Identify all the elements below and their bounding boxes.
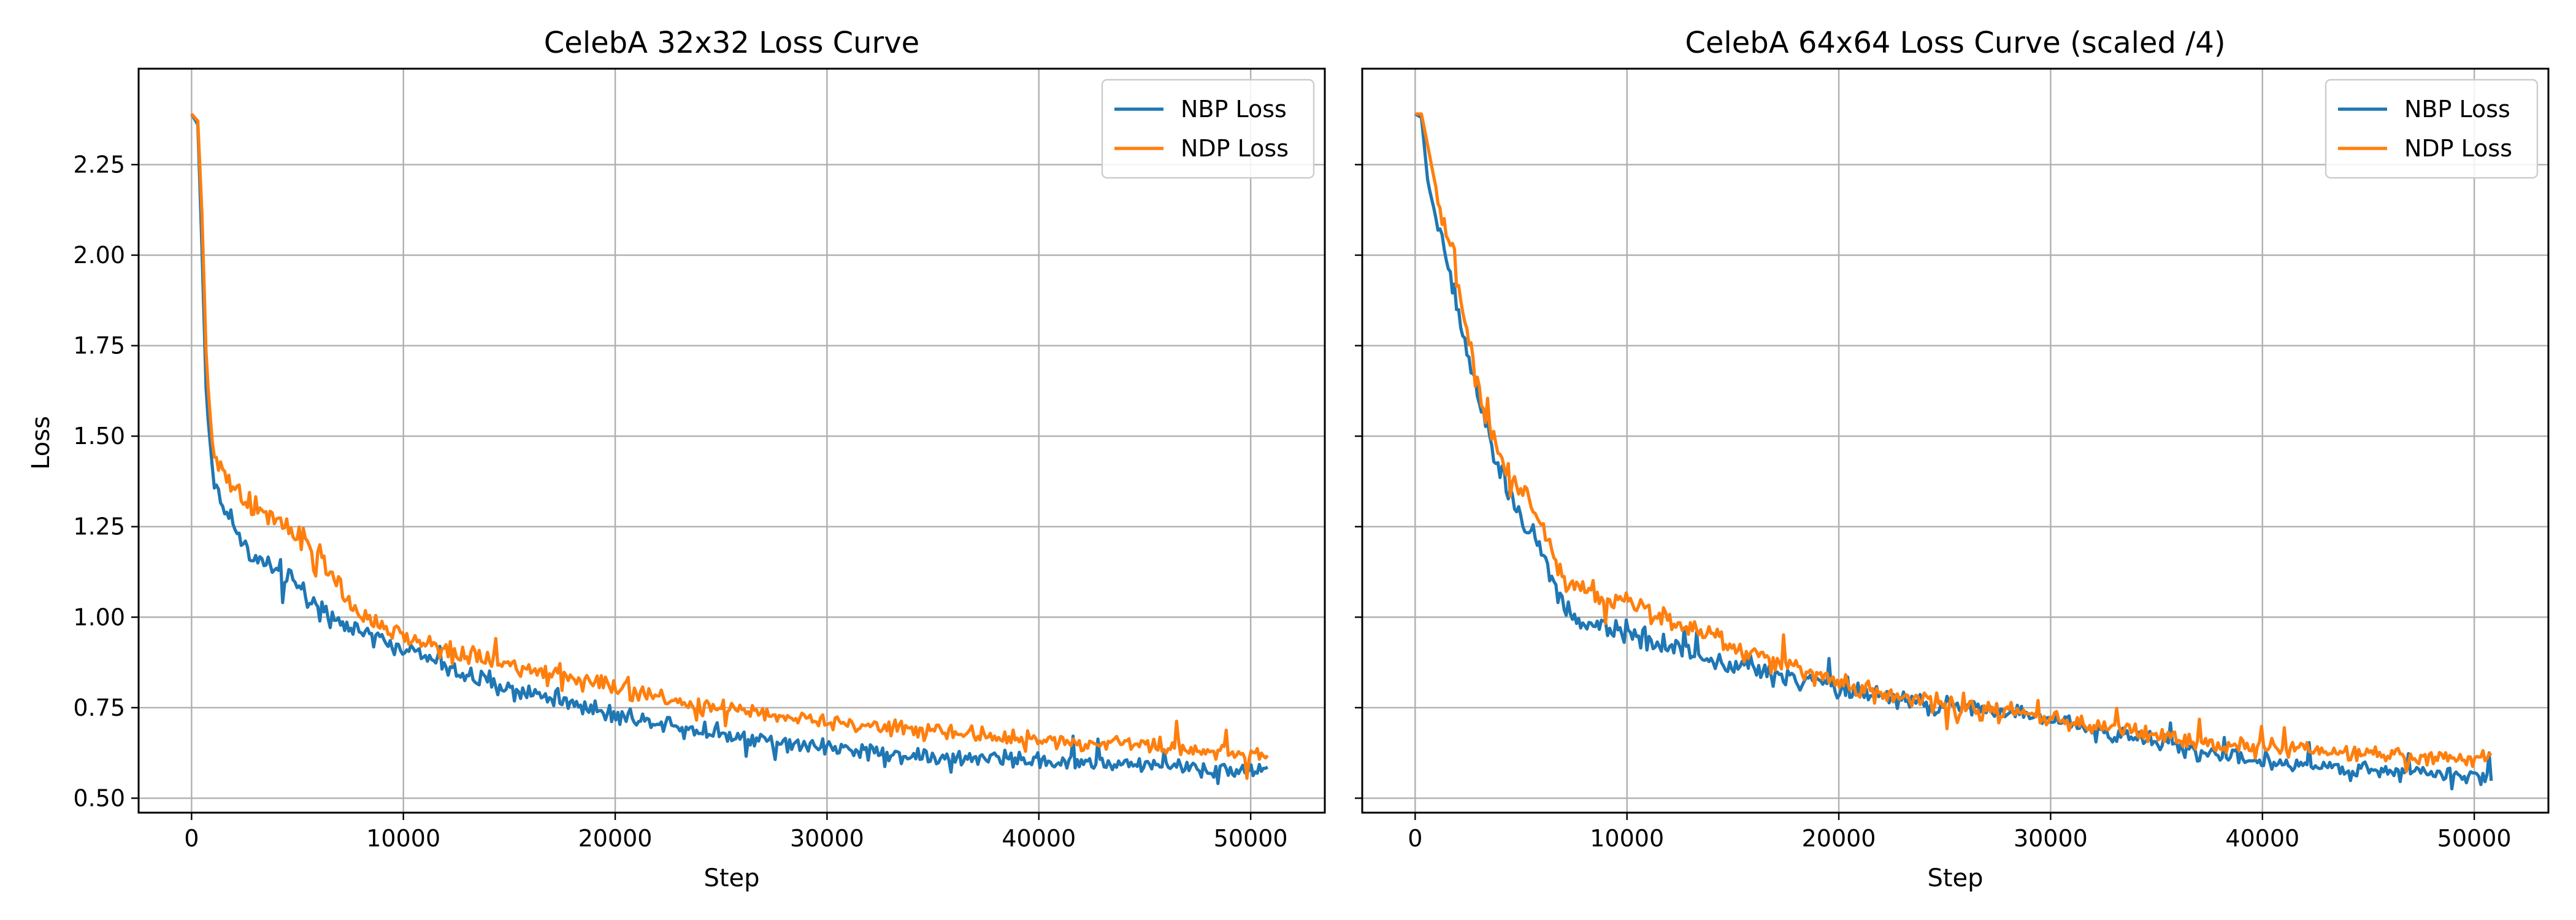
chart-panel-32x32: CelebA 32x32 Loss Curve Loss Step 0 10000… [27,26,1326,892]
x-tick-label: 50000 [2437,825,2512,852]
legend-label: NDP Loss [1181,135,1289,162]
chart-title: CelebA 64x64 Loss Curve (scaled /4) [1685,26,2225,60]
plot-frame [137,67,1326,814]
x-tick-label: 40000 [1002,825,1076,852]
y-tick-label: 1.50 [73,423,125,450]
legend-label: NBP Loss [2404,96,2510,123]
y-tick-label: 2.00 [73,242,125,269]
y-tick-label: 0.50 [73,784,125,811]
x-tick-label: 10000 [1590,825,1664,852]
plot-frame [1361,67,2550,814]
x-tick-label: 20000 [578,825,653,852]
x-tick-label: 10000 [366,825,440,852]
series-line-nbp-loss [190,113,1269,786]
y-axis-label: Loss [27,416,55,470]
x-axis-label: Step [1927,864,1983,892]
x-tick-label: 30000 [790,825,864,852]
x-tick-label: 40000 [2225,825,2299,852]
x-tick-label: 30000 [2014,825,2088,852]
series-line-ndp-loss [190,113,1269,780]
y-tick-label: 1.75 [73,332,125,359]
y-tick-label: 2.25 [73,151,125,178]
legend-label: NBP Loss [1181,96,1287,123]
y-tick-label: 1.25 [73,513,125,540]
series-line-ndp-loss [1415,112,2493,773]
y-tick-label: 0.75 [73,694,125,721]
chart-title: CelebA 32x32 Loss Curve [544,26,919,60]
legend [2325,79,2539,179]
legend [1101,79,1315,179]
x-axis-label: Step [703,864,759,892]
x-tick-label: 0 [184,825,199,852]
x-tick-label: 20000 [1802,825,1876,852]
chart-panel-64x64: CelebA 64x64 Loss Curve (scaled /4) Step… [1355,26,2550,892]
x-tick-label: 0 [1408,825,1422,852]
y-tick-label: 1.00 [73,604,125,631]
x-tick-label: 50000 [1214,825,1288,852]
legend-label: NDP Loss [2404,135,2512,162]
